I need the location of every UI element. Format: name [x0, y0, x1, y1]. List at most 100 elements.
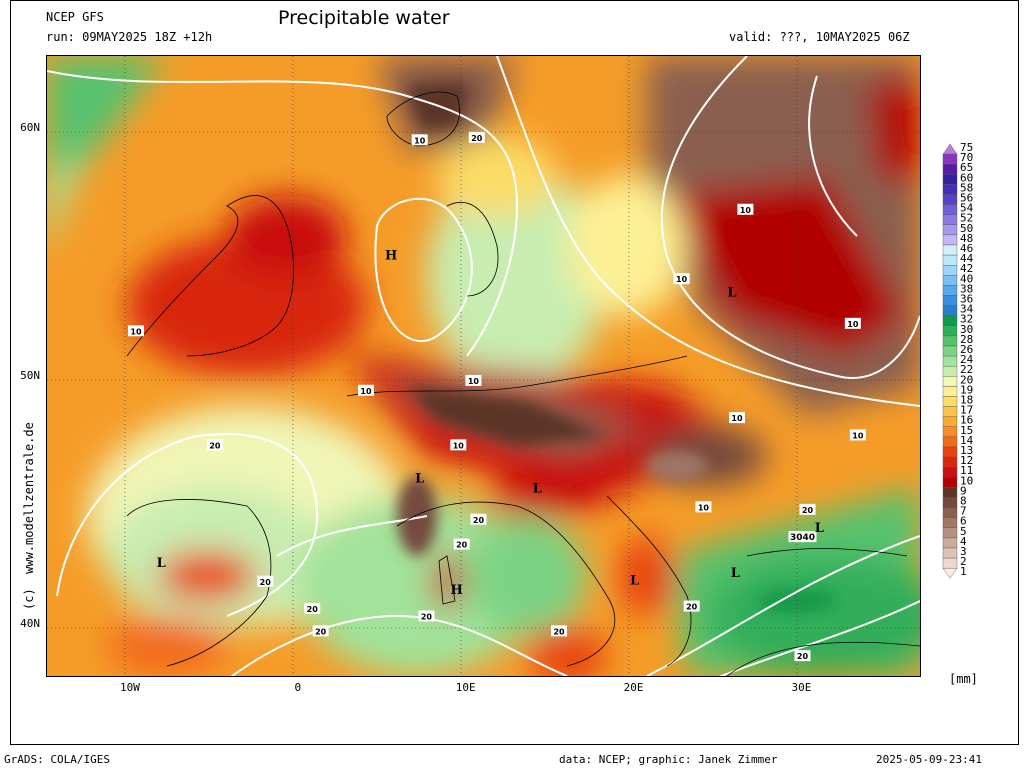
colorbar-label: 1 [960, 565, 967, 578]
colorbar-swatch [942, 537, 958, 549]
colorbar-swatch [942, 446, 958, 458]
colorbar-label: 30 [960, 323, 973, 336]
colorbar-label: 60 [960, 171, 973, 184]
colorbar-swatch [942, 355, 958, 367]
colorbar-label: 4 [960, 535, 967, 548]
colorbar-swatch [942, 224, 958, 236]
colorbar-label: 16 [960, 414, 973, 427]
contour-label-box [357, 384, 374, 396]
colorbar-label: 54 [960, 202, 974, 215]
colorbar-swatch [942, 416, 958, 428]
colorbar-swatch [942, 174, 958, 185]
contour-label: 20 [686, 603, 698, 612]
contour-label: 20 [456, 541, 468, 550]
colorbar-swatch [942, 254, 958, 266]
colorbar-swatch [942, 507, 958, 518]
contour-label: 10 [414, 136, 426, 145]
low-pressure-marker: L [727, 286, 736, 301]
contour-label: 10 [676, 275, 688, 284]
watermark: (c) www.modellzentrale.de [22, 422, 36, 610]
colorbar-swatch [942, 335, 958, 347]
colorbar: 75 70 65 60 58 56 54 52 50 48 46 44 42 40 38 36 34 32 30 28… [942, 138, 1002, 628]
contour-label-box [304, 603, 321, 615]
colorbar-label: 5 [960, 525, 967, 538]
colorbar-label: 52 [960, 212, 973, 225]
colorbar-swatch [942, 204, 958, 215]
contour-label-box [465, 374, 482, 386]
contour-label: 20 [209, 441, 221, 450]
contour-label: 20 [307, 605, 319, 614]
contour-label-box [127, 325, 144, 337]
colorbar-label: 13 [960, 444, 973, 457]
figure-frame [10, 0, 1019, 745]
colorbar-swatch [942, 406, 958, 417]
colorbar-swatch [942, 345, 958, 357]
high-pressure-marker: H [385, 248, 397, 263]
colorbar-label: 50 [960, 222, 973, 235]
colorbar-label: 34 [960, 303, 974, 316]
contour-label-box [206, 439, 223, 451]
colorbar-label: 46 [960, 242, 973, 255]
colorbar-label: 10 [960, 474, 973, 487]
contour-label-box [551, 625, 568, 637]
colorbar-label: 32 [960, 313, 973, 326]
contour-label: 20 [797, 652, 809, 661]
lon-tick-label: 10E [455, 681, 476, 694]
run-info: run: 09MAY2025 18Z +12h [46, 30, 213, 44]
high-pressure-marker: H [450, 583, 462, 598]
valid-time: valid: ???, 10MAY2025 06Z [729, 30, 910, 44]
lon-tick-label: 30E [791, 681, 812, 694]
colorbar-label: 36 [960, 293, 973, 306]
lat-tick-label: 50N [20, 369, 40, 383]
contour-label: 10 [453, 441, 465, 450]
colorbar-label: 26 [960, 343, 973, 356]
colorbar-swatch [942, 164, 958, 175]
colorbar-label: 20 [960, 373, 973, 386]
contour-label: 10 [468, 377, 480, 386]
colorbar-swatch [942, 325, 958, 337]
low-pressure-marker: L [815, 521, 824, 536]
colorbar-swatch [942, 264, 958, 276]
colorbar-swatch [942, 275, 958, 286]
lat-tick-label: 40N [20, 617, 40, 631]
low-pressure-marker: L [630, 573, 639, 588]
colorbar-label: 3 [960, 545, 967, 558]
contour-label-box [695, 501, 712, 513]
contour-label: 20 [315, 627, 327, 636]
colorbar-label: 22 [960, 363, 973, 376]
contour-label: 10 [698, 503, 710, 512]
colorbar-swatch [942, 557, 958, 569]
model-name: NCEP GFS [46, 10, 104, 24]
colorbar-swatch [942, 436, 958, 448]
geopotential-contours [47, 56, 920, 676]
colorbar-swatch [942, 396, 958, 407]
colorbar-label: 56 [960, 192, 973, 205]
contour-label-box [468, 131, 485, 143]
footer-software: GrADS: COLA/IGES [4, 753, 110, 766]
contour-label: 10 [130, 327, 142, 336]
colorbar-swatch [942, 315, 958, 326]
contour-label: 10 [740, 206, 752, 215]
colorbar-label: 15 [960, 424, 973, 437]
low-pressure-marker: L [533, 482, 542, 497]
colorbar-swatch [942, 365, 958, 377]
map-labels: 10 20 10 10 10 10 10 10 10 10 10 10 20 20 20 20 20 20 20 20… [127, 131, 866, 662]
colorbar-swatch [942, 568, 958, 579]
contour-label-box [844, 317, 861, 329]
contour-label-box [257, 575, 274, 587]
colorbar-label: 28 [960, 333, 973, 346]
page-title: Precipitable water [278, 7, 450, 29]
weather-map[interactable]: 10 20 10 10 10 10 10 10 10 10 10 10 20 20 20 20 20 20 20 20… [46, 55, 921, 677]
colorbar-swatch [942, 527, 958, 539]
colorbar-swatch [942, 194, 958, 205]
contour-label-box [450, 439, 467, 451]
contour-label: 10 [852, 431, 864, 440]
contour-label-box [312, 625, 329, 637]
contour-label: 20 [421, 612, 433, 621]
low-pressure-marker: L [731, 566, 740, 581]
contour-label-box [470, 513, 487, 525]
pw-field [47, 56, 920, 676]
lon-tick-label: 0 [294, 681, 302, 694]
colorbar-swatch [942, 143, 958, 155]
colorbar-swatch [942, 295, 958, 306]
